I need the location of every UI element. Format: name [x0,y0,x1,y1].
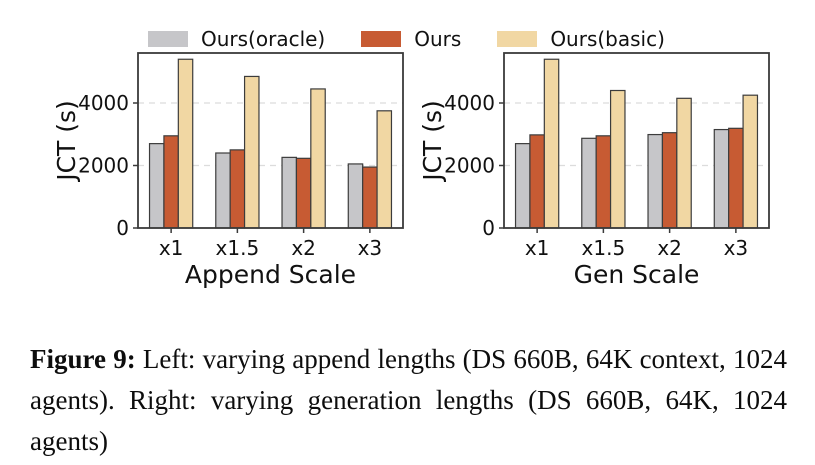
caption-text: Left: varying append lengths (DS 660B, 6… [30,344,788,456]
x-tick-label: x3 [358,236,383,260]
append-scale-bar-chart: x1 x1.5 x2 x3 0 2000 4000 Append Scale JCT (s) [55,52,404,289]
legend-item-ours: Ours [361,27,461,51]
bar-ours-basic--x1 [543,58,560,229]
figure-caption: Figure 9: Left: varying append lengths (… [30,339,787,462]
x-axis-label: Append Scale [185,260,356,289]
x-tick-label: x1.5 [216,236,260,260]
bar-ours-basic--x3 [742,94,759,229]
legend-label: Ours(basic) [550,27,665,51]
legend-label: Ours [414,27,462,51]
bar-ours-x3 [728,127,744,229]
legend-item-ours-oracle: Ours(oracle) [148,27,325,51]
bar-ours-x1 [529,134,545,229]
y-tick-label: 4000 [444,91,495,115]
legend-swatch-gray [148,31,188,47]
gen-scale-bar-chart: x1 x1.5 x2 x3 0 2000 4000 Gen Scale JCT (s) [421,52,770,289]
y-axis-label: JCT (s) [421,100,447,183]
bar-ours-oracle--x3 [347,163,364,229]
y-tick-label: 0 [482,216,495,240]
bar-ours-oracle--x2 [281,156,298,229]
legend-swatch-orange [361,31,402,47]
bar-ours-x2 [295,157,312,229]
x-tick-label: x2 [657,236,682,260]
bar-ours-basic--x1.5 [609,89,626,229]
legend-item-ours-basic: Ours(basic) [497,27,665,51]
bar-ours-oracle--x1 [514,143,531,229]
bar-ours-basic--x1.5 [243,75,260,229]
bar-ours-oracle--x1.5 [215,152,231,229]
x-axis-label: Gen Scale [574,260,700,289]
y-tick-label: 2000 [444,154,495,178]
x-tick-label: x3 [724,236,749,260]
bar-ours-oracle--x1.5 [581,137,597,229]
bar-ours-x3 [362,166,378,229]
bar-ours-oracle--x1 [148,143,165,229]
x-tick-label: x1.5 [582,236,626,260]
legend-swatch-tan [497,31,538,47]
y-tick-label: 2000 [78,154,129,178]
x-tick-label: x2 [291,236,316,260]
x-tick-label: x1 [525,236,550,260]
bar-ours-basic--x1 [177,58,194,229]
bar-ours-basic--x3 [376,110,393,229]
x-tick-label: x1 [159,236,184,260]
bar-ours-basic--x2 [310,88,326,229]
y-axis-label: JCT (s) [55,100,81,183]
bar-ours-x1 [163,135,179,229]
bar-ours-oracle--x2 [647,133,664,229]
bar-ours-x1.5 [595,135,612,229]
bar-ours-x2 [661,132,678,229]
bar-ours-oracle--x3 [713,128,730,229]
charts-row: x1 x1.5 x2 x3 0 2000 4000 Append Scale JCT (s) x… [55,50,771,295]
bar-ours-x1.5 [229,149,246,229]
caption-label: Figure 9: [30,344,136,374]
bar-ours-basic--x2 [676,97,692,229]
y-tick-label: 4000 [78,91,129,115]
chart-legend: Ours(oracle) Ours Ours(basic) [148,27,665,51]
y-tick-label: 0 [116,216,129,240]
axes-frame [137,52,404,229]
axes-frame [503,52,770,229]
legend-label: Ours(oracle) [201,27,326,51]
